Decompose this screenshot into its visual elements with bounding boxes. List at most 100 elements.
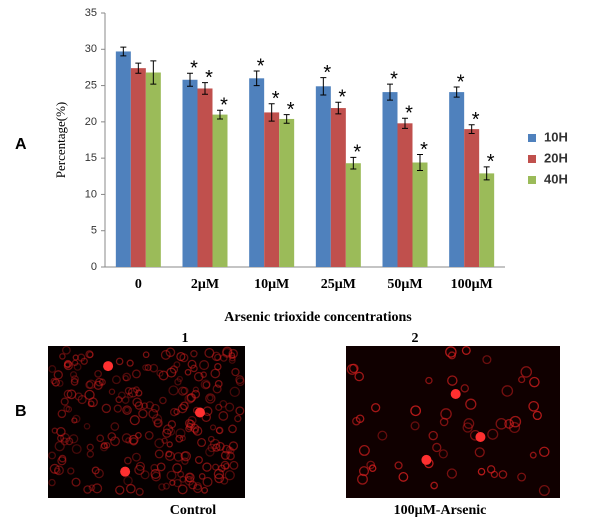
bright-cell	[421, 454, 432, 465]
x-tick-label: 25μM	[321, 277, 356, 292]
cell	[205, 447, 215, 457]
cell	[358, 444, 370, 456]
cell	[168, 385, 179, 396]
cell	[80, 357, 88, 365]
cell	[193, 483, 203, 494]
cell	[48, 478, 56, 487]
cell	[211, 351, 222, 362]
cell	[235, 375, 245, 385]
significance-mark: *	[487, 151, 495, 173]
cell	[154, 438, 165, 449]
cell	[228, 441, 239, 451]
micrograph	[346, 346, 560, 498]
cell	[69, 371, 78, 379]
bar	[449, 92, 465, 267]
cell	[539, 446, 550, 458]
cell	[495, 417, 508, 430]
cell	[56, 379, 64, 387]
cell	[190, 350, 198, 358]
cell	[202, 380, 211, 389]
error-bar	[483, 166, 490, 181]
cell	[126, 483, 136, 494]
significance-mark: *	[405, 103, 413, 125]
cell	[57, 409, 67, 419]
legend-label: 10H	[544, 129, 568, 144]
cell	[126, 359, 134, 367]
cell	[214, 379, 223, 388]
cell	[184, 368, 192, 376]
error-bar	[217, 109, 223, 120]
cell	[207, 435, 215, 443]
cell	[187, 415, 197, 426]
cell	[186, 422, 194, 431]
cell	[177, 484, 188, 495]
cell	[462, 422, 473, 433]
cell	[192, 426, 203, 436]
cell	[180, 451, 190, 461]
cell	[65, 406, 73, 413]
cell	[192, 386, 199, 393]
cell	[99, 443, 109, 452]
cell	[226, 451, 235, 461]
cell	[504, 418, 514, 429]
cell	[103, 442, 111, 449]
cell	[58, 454, 67, 463]
bar	[315, 86, 331, 267]
cell	[197, 437, 207, 448]
cell	[142, 364, 149, 371]
cell	[215, 427, 223, 434]
cell	[71, 444, 82, 455]
cell	[72, 354, 79, 361]
cell	[175, 428, 186, 439]
cell	[59, 353, 66, 360]
cell	[101, 403, 112, 414]
cell	[224, 402, 235, 412]
cell	[63, 405, 71, 413]
image-caption: 100μM-Arsenic	[394, 503, 487, 518]
cell	[161, 437, 168, 444]
cell	[219, 354, 228, 362]
cell	[218, 464, 226, 473]
cell	[173, 408, 180, 416]
cell	[85, 380, 94, 389]
cell	[48, 451, 56, 460]
cell	[150, 463, 159, 472]
cell	[187, 359, 197, 369]
significance-mark: *	[190, 58, 198, 80]
cell	[529, 451, 537, 459]
cell	[158, 370, 169, 381]
significance-mark: *	[257, 55, 265, 77]
cell	[206, 394, 214, 402]
cell	[191, 389, 201, 399]
cell	[193, 482, 202, 491]
cell	[60, 437, 69, 446]
cell	[205, 393, 216, 404]
y-tick-label: 25	[85, 79, 97, 91]
cell	[235, 377, 245, 387]
cell	[121, 396, 130, 404]
cell	[224, 470, 235, 481]
cell	[88, 397, 98, 408]
cell	[86, 443, 94, 451]
error-bar	[120, 46, 127, 57]
cell	[165, 450, 173, 458]
cell	[220, 476, 229, 485]
cell	[124, 386, 133, 395]
cell	[121, 433, 132, 443]
cell	[145, 401, 154, 410]
cell	[180, 386, 189, 395]
cell	[529, 376, 540, 388]
cell	[210, 368, 221, 379]
cell	[179, 401, 189, 411]
cell	[518, 376, 526, 384]
y-tick-label: 20	[85, 116, 97, 128]
cell	[463, 418, 475, 429]
cell	[71, 417, 78, 424]
bar	[397, 123, 413, 268]
cell	[73, 362, 82, 371]
cell	[377, 430, 388, 441]
cell	[204, 347, 215, 358]
cell	[61, 345, 71, 355]
error-bar	[283, 114, 290, 124]
cell	[115, 485, 125, 495]
